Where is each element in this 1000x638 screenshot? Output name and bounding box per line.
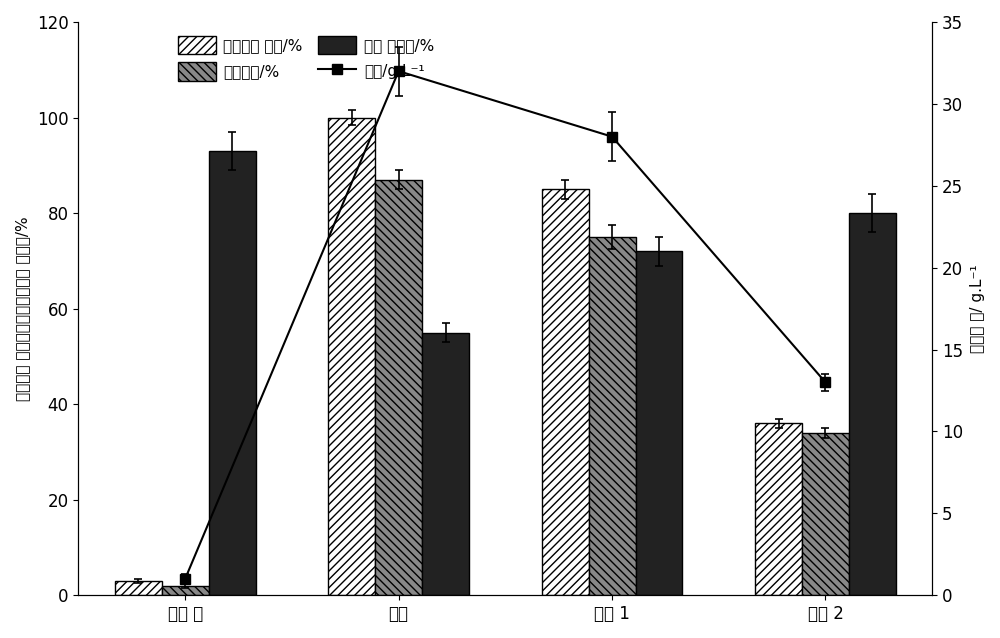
Bar bbox=[328, 117, 375, 595]
Y-axis label: 乙醇濃 度/ g.L⁻¹: 乙醇濃 度/ g.L⁻¹ bbox=[970, 264, 985, 353]
Bar bbox=[589, 237, 636, 595]
Bar bbox=[422, 332, 469, 595]
Bar bbox=[375, 180, 422, 595]
Bar bbox=[636, 251, 682, 595]
Legend: 葡萄糖转 化率/%, 乙醇收率/%, 细胞 死亡率/%, 乙醇/g.L⁻¹: 葡萄糖转 化率/%, 乙醇收率/%, 细胞 死亡率/%, 乙醇/g.L⁻¹ bbox=[171, 29, 440, 87]
Bar bbox=[802, 433, 849, 595]
Bar bbox=[849, 213, 896, 595]
Bar bbox=[542, 189, 589, 595]
Bar bbox=[209, 151, 256, 595]
Bar bbox=[162, 586, 209, 595]
Y-axis label: 葡萄糖转 化率、乙醇收率、细胞 死亡率/%: 葡萄糖转 化率、乙醇收率、细胞 死亡率/% bbox=[15, 216, 30, 401]
Bar bbox=[115, 581, 162, 595]
Bar bbox=[755, 423, 802, 595]
